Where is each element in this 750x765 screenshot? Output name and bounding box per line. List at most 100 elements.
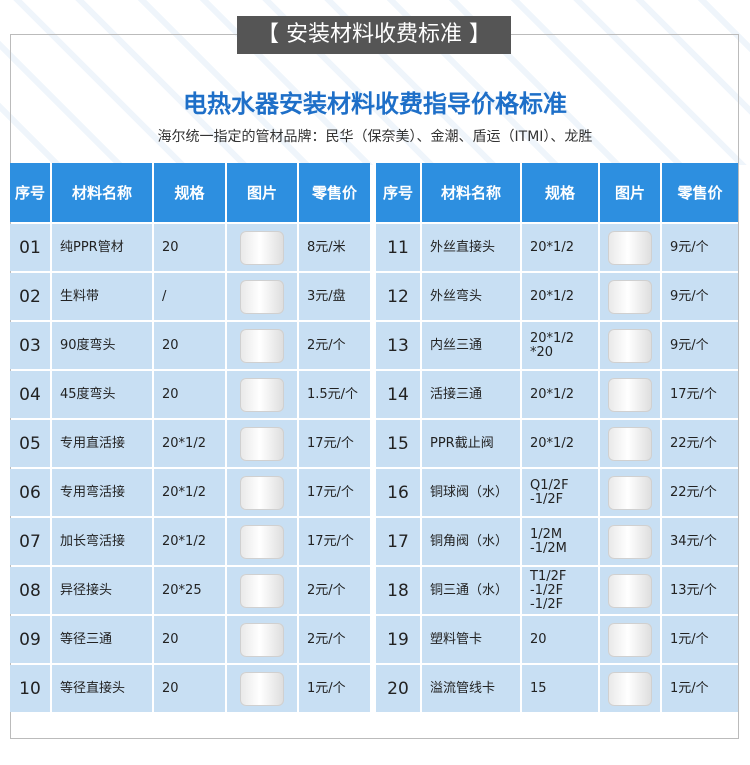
table-row: 13 内丝三通 20*1/2 *20 9元/个 bbox=[376, 322, 738, 369]
material-name: 内丝三通 bbox=[422, 322, 520, 369]
image-cell bbox=[600, 322, 660, 369]
image-cell bbox=[227, 469, 297, 516]
image-cell bbox=[600, 616, 660, 663]
retail-price: 2元/个 bbox=[299, 567, 370, 614]
row-number: 18 bbox=[376, 567, 420, 614]
specification: 20*1/2 bbox=[522, 420, 598, 467]
product-image bbox=[608, 377, 652, 412]
image-cell bbox=[227, 371, 297, 418]
image-cell bbox=[227, 322, 297, 369]
retail-price: 22元/个 bbox=[662, 420, 738, 467]
image-cell bbox=[600, 371, 660, 418]
retail-price: 1元/个 bbox=[299, 665, 370, 712]
retail-price: 2元/个 bbox=[299, 616, 370, 663]
retail-price: 13元/个 bbox=[662, 567, 738, 614]
header-row: 序号 材料名称 规格 图片 零售价 bbox=[376, 163, 738, 222]
table-row: 20 溢流管线卡 15 1元/个 bbox=[376, 665, 738, 712]
retail-price: 8元/米 bbox=[299, 224, 370, 271]
retail-price: 17元/个 bbox=[299, 469, 370, 516]
specification: 20 bbox=[154, 322, 225, 369]
retail-price: 1元/个 bbox=[662, 665, 738, 712]
image-cell bbox=[227, 616, 297, 663]
retail-price: 2元/个 bbox=[299, 322, 370, 369]
product-image bbox=[240, 622, 284, 657]
retail-price: 22元/个 bbox=[662, 469, 738, 516]
product-image bbox=[240, 230, 284, 265]
specification: Q1/2F -1/2F bbox=[522, 469, 598, 516]
table-row: 05 专用直活接 20*1/2 17元/个 bbox=[10, 420, 370, 467]
specification: 20*1/2 bbox=[154, 518, 225, 565]
image-cell bbox=[227, 567, 297, 614]
retail-price: 17元/个 bbox=[662, 371, 738, 418]
product-image bbox=[608, 622, 652, 657]
row-number: 20 bbox=[376, 665, 420, 712]
retail-price: 17元/个 bbox=[299, 420, 370, 467]
table-row: 18 铜三通（水） T1/2F -1/2F -1/2F 13元/个 bbox=[376, 567, 738, 614]
product-image bbox=[608, 671, 652, 706]
row-number: 10 bbox=[10, 665, 50, 712]
header-cell: 零售价 bbox=[662, 163, 738, 222]
table-row: 04 45度弯头 20 1.5元/个 bbox=[10, 371, 370, 418]
material-name: 等径三通 bbox=[52, 616, 152, 663]
retail-price: 34元/个 bbox=[662, 518, 738, 565]
image-cell bbox=[600, 518, 660, 565]
header-row: 序号 材料名称 规格 图片 零售价 bbox=[10, 163, 370, 222]
table-row: 14 活接三通 20*1/2 17元/个 bbox=[376, 371, 738, 418]
row-number: 08 bbox=[10, 567, 50, 614]
row-number: 12 bbox=[376, 273, 420, 320]
image-cell bbox=[227, 273, 297, 320]
row-number: 05 bbox=[10, 420, 50, 467]
retail-price: 9元/个 bbox=[662, 322, 738, 369]
header-cell: 序号 bbox=[376, 163, 420, 222]
material-name: 铜球阀（水） bbox=[422, 469, 520, 516]
material-name: 生料带 bbox=[52, 273, 152, 320]
product-image bbox=[240, 524, 284, 559]
table-row: 17 铜角阀（水） 1/2M -1/2M 34元/个 bbox=[376, 518, 738, 565]
image-cell bbox=[600, 469, 660, 516]
row-number: 15 bbox=[376, 420, 420, 467]
table-row: 02 生料带/ 3元/盘 bbox=[10, 273, 370, 320]
row-number: 01 bbox=[10, 224, 50, 271]
table-row: 06 专用弯活接 20*1/2 17元/个 bbox=[10, 469, 370, 516]
row-number: 13 bbox=[376, 322, 420, 369]
row-number: 02 bbox=[10, 273, 50, 320]
table-row: 12 外丝弯头 20*1/2 9元/个 bbox=[376, 273, 738, 320]
row-number: 19 bbox=[376, 616, 420, 663]
retail-price: 9元/个 bbox=[662, 273, 738, 320]
row-number: 09 bbox=[10, 616, 50, 663]
table-row: 03 90度弯头 20 2元/个 bbox=[10, 322, 370, 369]
specification: / bbox=[154, 273, 225, 320]
image-cell bbox=[227, 518, 297, 565]
table-row: 16 铜球阀（水） Q1/2F -1/2F 22元/个 bbox=[376, 469, 738, 516]
specification: 20*1/2 *20 bbox=[522, 322, 598, 369]
product-image bbox=[240, 328, 284, 363]
product-image bbox=[608, 426, 652, 461]
image-cell bbox=[600, 420, 660, 467]
table-row: 15 PPR截止阀 20*1/2 22元/个 bbox=[376, 420, 738, 467]
specification: 20 bbox=[154, 616, 225, 663]
image-cell bbox=[600, 665, 660, 712]
table-row: 11 外丝直接头 20*1/2 9元/个 bbox=[376, 224, 738, 271]
header-cell: 材料名称 bbox=[52, 163, 152, 222]
header-cell: 图片 bbox=[600, 163, 660, 222]
specification: 20 bbox=[154, 371, 225, 418]
retail-price: 1.5元/个 bbox=[299, 371, 370, 418]
specification: 20*25 bbox=[154, 567, 225, 614]
material-name: 45度弯头 bbox=[52, 371, 152, 418]
row-number: 11 bbox=[376, 224, 420, 271]
banner: 【 安装材料收费标准 】 bbox=[237, 16, 511, 54]
material-name: 等径直接头 bbox=[52, 665, 152, 712]
product-image bbox=[240, 279, 284, 314]
retail-price: 3元/盘 bbox=[299, 273, 370, 320]
retail-price: 9元/个 bbox=[662, 224, 738, 271]
image-cell bbox=[227, 665, 297, 712]
row-number: 06 bbox=[10, 469, 50, 516]
row-number: 16 bbox=[376, 469, 420, 516]
specification: T1/2F -1/2F -1/2F bbox=[522, 567, 598, 614]
table-row: 19 塑料管卡 20 1元/个 bbox=[376, 616, 738, 663]
product-image bbox=[240, 475, 284, 510]
image-cell bbox=[227, 224, 297, 271]
header-cell: 零售价 bbox=[299, 163, 370, 222]
price-table: 序号 材料名称 规格 图片 零售价 11 外丝直接头 20*1/2 9元/个 12 外丝弯头 20*1… bbox=[374, 161, 740, 714]
image-cell bbox=[600, 273, 660, 320]
